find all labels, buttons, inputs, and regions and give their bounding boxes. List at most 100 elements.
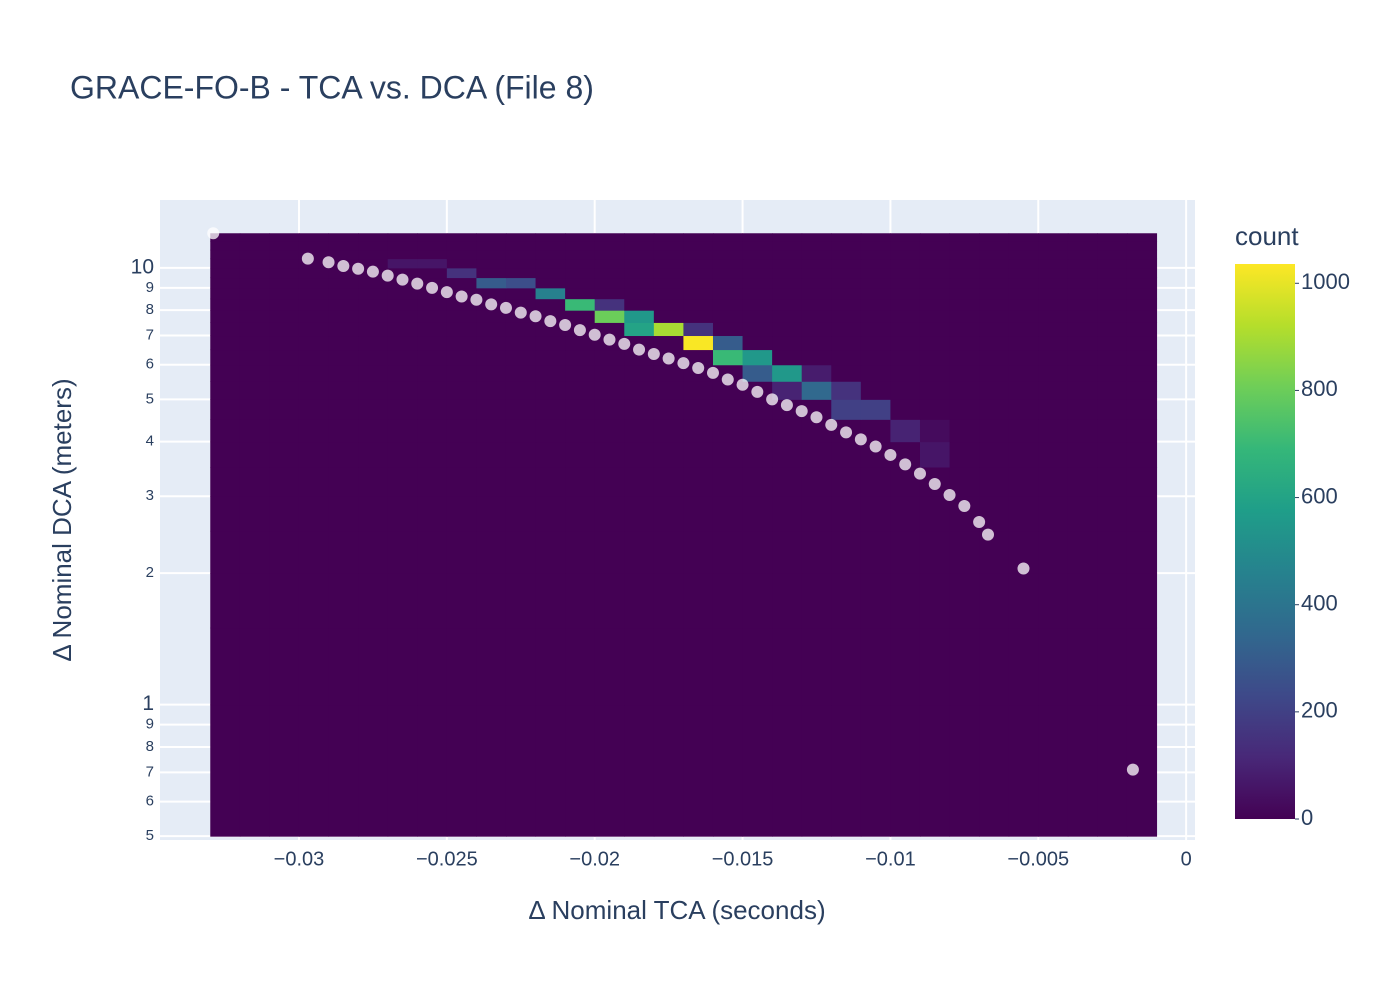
heatmap-cell xyxy=(594,233,625,242)
heatmap-cell xyxy=(417,322,448,337)
heatmap-cell xyxy=(1097,627,1128,706)
heatmap-cell xyxy=(683,335,714,351)
heatmap-cell xyxy=(860,277,891,289)
scatter-point xyxy=(603,333,616,346)
heatmap-cell xyxy=(712,419,744,443)
heatmap-cell xyxy=(298,310,330,323)
heatmap-cell xyxy=(1097,496,1128,532)
heatmap-cell xyxy=(210,467,241,497)
scatter-point xyxy=(337,259,350,272)
scatter-point xyxy=(810,411,823,424)
heatmap-cell xyxy=(801,258,832,269)
colorbar-tick-label: 0 xyxy=(1301,805,1313,830)
heatmap-cell xyxy=(742,249,773,260)
x-tick-label: −0.015 xyxy=(712,848,774,870)
heatmap-cell xyxy=(860,298,891,311)
heatmap-cell xyxy=(298,249,330,260)
heatmap-cell xyxy=(624,287,655,300)
heatmap-cell xyxy=(417,241,448,251)
heatmap-cell xyxy=(1126,364,1158,382)
heatmap-cell xyxy=(919,241,951,251)
heatmap-cell xyxy=(949,298,980,311)
heatmap-cell xyxy=(653,704,684,837)
heatmap-cell xyxy=(1097,335,1128,351)
heatmap-cell xyxy=(210,530,241,574)
scatter-point xyxy=(662,352,675,365)
heatmap-cell xyxy=(298,241,330,251)
scatter-point xyxy=(958,499,971,512)
heatmap-cell xyxy=(653,287,684,300)
heatmap-cell xyxy=(860,419,891,443)
heatmap-cell xyxy=(1067,381,1098,400)
heatmap-cell xyxy=(831,233,862,242)
heatmap-cell xyxy=(801,249,832,260)
heatmap-cell xyxy=(1097,349,1128,366)
heatmap-cell xyxy=(387,258,418,269)
heatmap-cell xyxy=(298,627,330,706)
heatmap-cell xyxy=(1038,381,1069,400)
heatmap-cell xyxy=(269,277,300,289)
heatmap-cell xyxy=(446,364,477,382)
heatmap-cell xyxy=(831,467,862,497)
heatmap-cell xyxy=(949,258,980,269)
scatter-point xyxy=(706,366,719,379)
heatmap-cell xyxy=(979,310,1010,323)
heatmap-cell xyxy=(535,267,566,279)
scatter-point xyxy=(559,318,572,331)
heatmap-cell xyxy=(772,441,803,468)
heatmap-cell xyxy=(890,233,921,242)
heatmap-cell xyxy=(949,573,980,629)
heatmap-cell xyxy=(565,530,596,574)
heatmap-cell xyxy=(565,364,596,382)
heatmap-cell xyxy=(1067,267,1098,279)
heatmap-cell xyxy=(801,419,832,443)
scatter-point xyxy=(426,281,439,294)
heatmap-cell xyxy=(239,322,270,337)
heatmap-cell xyxy=(269,496,300,532)
heatmap-cell xyxy=(712,233,744,242)
heatmap-cell xyxy=(535,335,566,351)
heatmap-cell xyxy=(298,267,330,279)
heatmap-cell xyxy=(505,530,537,574)
heatmap-cell xyxy=(358,381,389,400)
heatmap-cell xyxy=(594,399,625,420)
heatmap-cell xyxy=(624,349,655,366)
heatmap-cell xyxy=(979,364,1010,382)
heatmap-cell xyxy=(742,573,773,629)
heatmap-cell xyxy=(239,267,270,279)
heatmap-cell xyxy=(742,399,773,420)
heatmap-cell xyxy=(298,441,330,468)
heatmap-cell xyxy=(446,419,477,443)
heatmap-cell xyxy=(949,441,980,468)
heatmap-cell xyxy=(594,310,625,323)
heatmap-cell xyxy=(1067,298,1098,311)
heatmap-cell xyxy=(328,335,359,351)
heatmap-cell xyxy=(417,467,448,497)
heatmap-cell xyxy=(683,267,714,279)
scatter-point xyxy=(366,265,379,278)
scatter-point xyxy=(766,393,779,406)
heatmap-cell xyxy=(890,399,921,420)
heatmap-cell xyxy=(505,381,537,400)
heatmap-cell xyxy=(831,277,862,289)
heatmap-cell xyxy=(505,496,537,532)
heatmap-cell xyxy=(269,322,300,337)
heatmap-cell xyxy=(594,241,625,251)
heatmap-cell xyxy=(742,241,773,251)
scatter-point xyxy=(411,277,424,290)
heatmap-cell xyxy=(358,496,389,532)
heatmap-cell xyxy=(742,364,773,382)
heatmap-cell xyxy=(653,381,684,400)
heatmap-cell xyxy=(653,322,684,337)
heatmap-cell xyxy=(594,267,625,279)
heatmap-cell xyxy=(298,298,330,311)
heatmap-cell xyxy=(772,335,803,351)
heatmap-cell xyxy=(239,573,270,629)
heatmap-cell xyxy=(505,419,537,443)
heatmap-cell xyxy=(417,530,448,574)
heatmap-cell xyxy=(446,322,477,337)
heatmap-cell xyxy=(683,530,714,574)
scatter-point xyxy=(677,357,690,370)
heatmap-cell xyxy=(860,241,891,251)
heatmap-cell xyxy=(298,496,330,532)
